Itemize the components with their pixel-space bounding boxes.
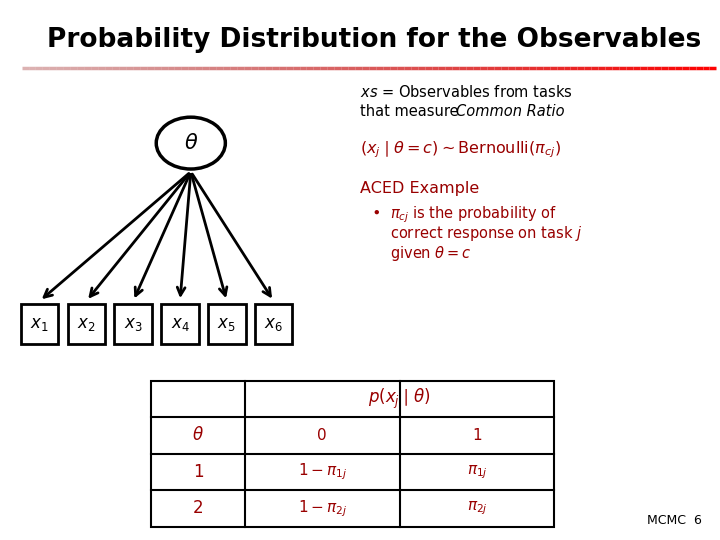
Bar: [161, 303, 199, 345]
Bar: [208, 303, 246, 345]
Bar: [68, 303, 105, 345]
Text: $x_1$: $x_1$: [30, 315, 49, 333]
Text: $x_6$: $x_6$: [264, 315, 283, 333]
Text: $(x_j \mid \theta = c) \sim \mathrm{Bernoulli}(\pi_{cj})$: $(x_j \mid \theta = c) \sim \mathrm{Bern…: [360, 139, 561, 160]
Text: $\pi_{2j}$: $\pi_{2j}$: [467, 500, 487, 517]
Text: that measure: that measure: [360, 104, 463, 119]
Text: Common Ratio: Common Ratio: [456, 104, 564, 119]
Text: 2: 2: [193, 500, 203, 517]
Text: $\theta$: $\theta$: [184, 133, 198, 153]
Text: ACED Example: ACED Example: [360, 181, 480, 196]
Text: 1: 1: [193, 463, 203, 481]
Text: 0: 0: [318, 428, 327, 443]
Text: $1 - \pi_{2j}$: $1 - \pi_{2j}$: [297, 498, 347, 518]
Text: $x_4$: $x_4$: [171, 315, 189, 333]
Text: $\pi_{cj}$ is the probability of: $\pi_{cj}$ is the probability of: [390, 204, 557, 225]
Circle shape: [156, 117, 225, 169]
Text: 1: 1: [472, 428, 482, 443]
Bar: [21, 303, 58, 345]
Text: correct response on task $j$: correct response on task $j$: [390, 224, 582, 243]
Bar: [114, 303, 152, 345]
Text: $x_5$: $x_5$: [217, 315, 236, 333]
Text: $\bullet$: $\bullet$: [371, 204, 380, 219]
Text: $\pi_{1j}$: $\pi_{1j}$: [467, 463, 487, 481]
Bar: [151, 381, 554, 526]
Text: MCMC  6: MCMC 6: [647, 514, 702, 526]
Bar: [255, 303, 292, 345]
Text: Probability Distribution for the Observables: Probability Distribution for the Observa…: [48, 27, 701, 53]
Text: $x_3$: $x_3$: [124, 315, 143, 333]
Text: $xs$ = Observables from tasks: $xs$ = Observables from tasks: [360, 84, 572, 100]
Text: $x_2$: $x_2$: [77, 315, 96, 333]
Text: $1 - \pi_{1j}$: $1 - \pi_{1j}$: [297, 462, 347, 482]
Text: $p(x_j \mid \theta)$: $p(x_j \mid \theta)$: [368, 387, 431, 411]
Text: given $\theta = c$: given $\theta = c$: [390, 244, 472, 263]
Text: $\theta$: $\theta$: [192, 427, 204, 444]
